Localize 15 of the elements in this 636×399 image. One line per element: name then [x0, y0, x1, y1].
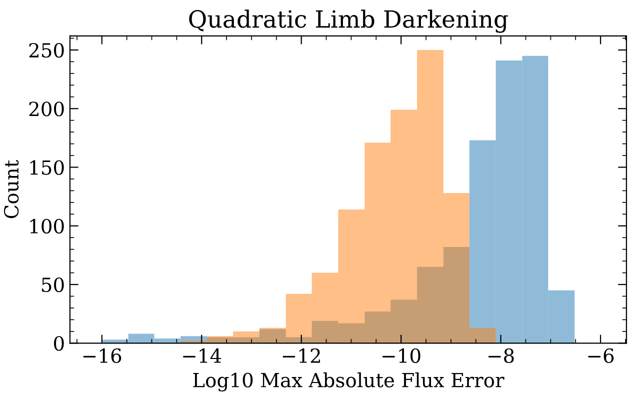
x-tick-label: −8	[488, 348, 514, 364]
x-tick-label: −14	[183, 348, 222, 363]
y-tick-label: 250	[29, 42, 64, 58]
x-tick-label: −12	[282, 348, 320, 363]
y-tick-label: 0	[54, 336, 64, 351]
x-tick-label: −10	[382, 348, 420, 364]
y-tick-label: 150	[30, 160, 64, 175]
y-tick-label: 100	[30, 218, 64, 234]
y-axis-title: Count	[4, 160, 19, 218]
x-tick-label: −6	[588, 348, 614, 364]
x-tick-label: −16	[83, 348, 122, 364]
chart-title: Quadratic Limb Darkening	[189, 10, 508, 33]
y-tick-label: 50	[42, 277, 64, 292]
y-tick-label: 200	[29, 102, 64, 116]
x-axis-title: Log10 Max Absolute Flux Error	[193, 372, 504, 392]
